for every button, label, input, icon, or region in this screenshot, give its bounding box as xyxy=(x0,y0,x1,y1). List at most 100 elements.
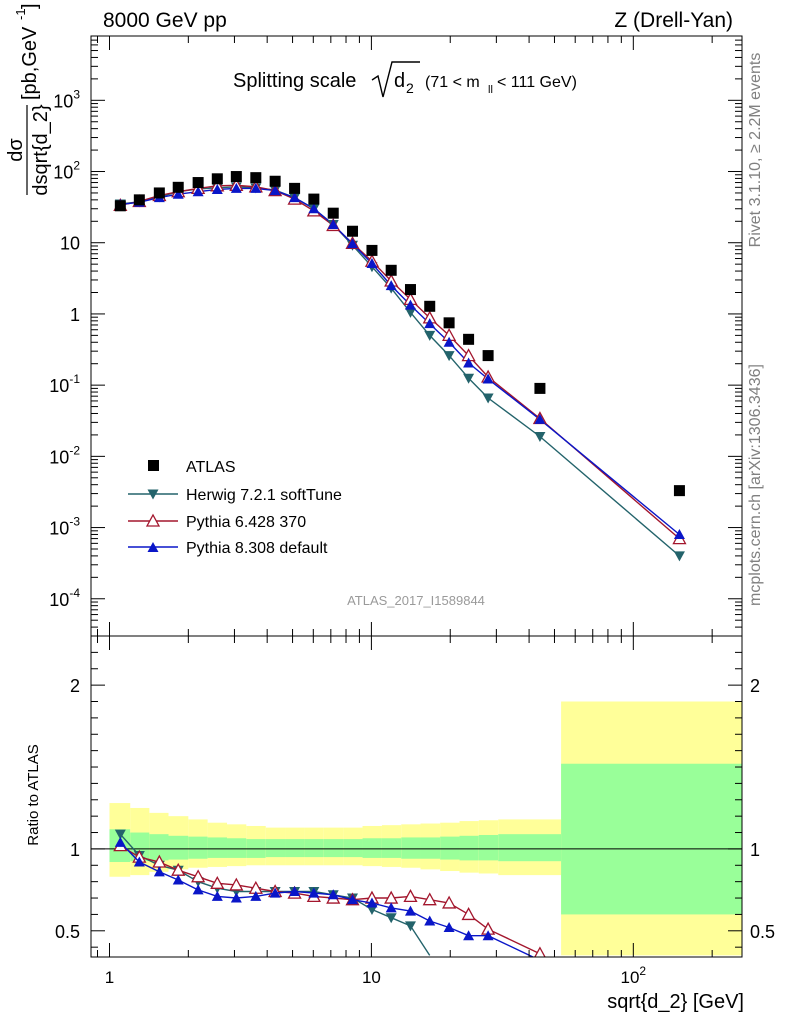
point-atlas xyxy=(230,171,242,183)
main-title-d: d xyxy=(394,70,405,92)
point-pythia-8-308-default xyxy=(347,238,359,249)
ratio-y-tick-label-right: 0.5 xyxy=(750,922,775,942)
point-pythia-8-308-default xyxy=(404,299,416,310)
legend-pythia8-marker xyxy=(147,542,159,552)
ylabel-unit-end: ] xyxy=(19,3,41,9)
ratio-point-pythia-8-308-default xyxy=(114,836,126,847)
point-atlas xyxy=(153,187,165,199)
point-atlas xyxy=(347,225,359,237)
sqrt-symbol-icon xyxy=(371,61,420,98)
point-atlas xyxy=(385,264,397,276)
stat-uncertainty-band xyxy=(478,834,499,861)
point-pythia-8-308-default xyxy=(192,186,204,197)
ylabel-numerator: dσ xyxy=(5,138,27,162)
ratio-point-herwig-7-2-1-softtune xyxy=(366,905,378,916)
ratio-point-herwig-7-2-1-softtune xyxy=(114,829,126,840)
stat-uncertainty-band xyxy=(440,836,460,860)
y-tick-label: 103 xyxy=(53,87,80,111)
ratio-panel-series xyxy=(113,829,546,957)
x-tick-label: 10 xyxy=(362,968,381,987)
point-herwig-7-2-1-softtune xyxy=(673,551,685,562)
point-pythia-8-308-default xyxy=(250,182,262,193)
stat-uncertainty-band xyxy=(323,839,344,858)
ratio-point-pythia-6-428-370 xyxy=(191,869,206,883)
stat-uncertainty-band xyxy=(168,835,189,860)
point-atlas xyxy=(269,175,281,187)
analysis-id-label: ATLAS_2017_I1589844 xyxy=(347,593,485,608)
ratio-point-pythia-8-308-default xyxy=(482,930,494,941)
legend-pythia6-marker xyxy=(145,513,161,527)
rivet-version-label: Rivet 3.1.10, ≥ 2.2M events xyxy=(747,53,764,248)
ratio-point-pythia-8-308-default xyxy=(230,892,242,903)
legend: ATLAS Herwig 7.2.1 softTune Pythia 6.428… xyxy=(128,459,342,557)
ylabel-unit-sup: -1 xyxy=(13,8,28,20)
main-title-range-sub: ll xyxy=(488,84,493,96)
main-title-range: (71 < m xyxy=(425,74,480,91)
point-pythia-8-308-default xyxy=(308,203,320,214)
x-axis-label: sqrt{d_2} [GeV] xyxy=(607,991,744,1013)
ratio-panel-bands xyxy=(91,701,742,956)
ratio-point-pythia-8-308-default xyxy=(463,930,475,941)
main-panel-series xyxy=(113,171,687,562)
ratio-point-pythia-6-428-370 xyxy=(461,907,476,921)
ratio-y-axis-label: Ratio to ATLAS xyxy=(25,744,42,845)
ylabel-denominator: dsqrt{d_2} xyxy=(30,104,52,196)
x-tick-label: 1 xyxy=(105,968,114,987)
series-line-pythia-6-428-370 xyxy=(120,184,680,540)
legend-atlas-marker xyxy=(148,460,159,471)
ratio-point-pythia-8-308-default xyxy=(366,897,378,908)
point-atlas xyxy=(463,333,475,345)
point-pythia-8-308-default xyxy=(211,183,223,194)
ratio-point-pythia-8-308-default xyxy=(443,922,455,933)
legend-pythia8-label: Pythia 8.308 default xyxy=(186,540,328,557)
point-atlas xyxy=(673,485,685,497)
point-atlas xyxy=(308,193,320,205)
stat-uncertainty-band xyxy=(285,839,305,858)
mcplots-label: mcplots.cern.ch [arXiv:1306.3436] xyxy=(747,364,764,606)
legend-pythia6-label: Pythia 6.428 370 xyxy=(186,514,306,531)
stat-uncertainty-band xyxy=(420,837,441,859)
ratio-point-pythia-8-308-default xyxy=(347,894,359,905)
stat-uncertainty-band xyxy=(188,836,208,859)
y-tick-label: 102 xyxy=(53,159,80,183)
y-tick-label: 1 xyxy=(70,305,80,325)
point-atlas xyxy=(366,244,378,256)
point-atlas xyxy=(250,172,262,184)
point-atlas xyxy=(133,194,145,206)
ratio-point-pythia-8-308-default xyxy=(289,885,301,896)
stat-uncertainty-band xyxy=(149,834,169,861)
ratio-point-pythia-6-428-370 xyxy=(534,946,546,957)
stat-uncertainty-band xyxy=(381,838,402,858)
main-y-axis-label: dσ dsqrt{d_2} [pb,GeV -1 ] xyxy=(5,3,52,195)
stat-uncertainty-band xyxy=(343,839,363,858)
ratio-point-pythia-8-308-default xyxy=(133,856,145,867)
point-pythia-8-308-default xyxy=(230,182,242,193)
point-herwig-7-2-1-softtune xyxy=(534,432,546,443)
point-atlas xyxy=(482,350,494,362)
series-line-pythia-8-308-default xyxy=(120,187,680,536)
ratio-y-tick-label-left: 1 xyxy=(70,840,80,860)
ratio-point-pythia-6-428-370 xyxy=(229,877,244,891)
stat-uncertainty-band xyxy=(265,839,286,858)
point-pythia-8-308-default xyxy=(534,413,546,424)
ratio-y-tick-label-right: 2 xyxy=(750,676,760,696)
point-pythia-8-308-default xyxy=(443,336,455,347)
stat-uncertainty-band xyxy=(498,834,562,862)
ratio-series-group xyxy=(113,829,546,957)
ylabel-unit: [pb,GeV xyxy=(19,26,41,100)
point-pythia-8-308-default xyxy=(269,185,281,196)
ratio-point-pythia-8-308-default xyxy=(211,890,223,901)
ratio-point-pythia-6-428-370 xyxy=(403,889,418,903)
ratio-point-pythia-6-428-370 xyxy=(422,892,437,906)
point-herwig-7-2-1-softtune xyxy=(424,330,436,341)
point-herwig-7-2-1-softtune xyxy=(463,373,475,384)
ratio-point-pythia-6-428-370 xyxy=(442,895,457,909)
ratio-point-pythia-8-308-default xyxy=(269,887,281,898)
ratio-y-tick-label-left: 2 xyxy=(70,676,80,696)
stat-uncertainty-band xyxy=(459,835,479,861)
ratio-point-pythia-8-308-default xyxy=(327,889,339,900)
stat-uncertainty-band xyxy=(304,839,324,858)
header-right: Z (Drell-Yan) xyxy=(614,9,733,32)
point-atlas xyxy=(424,300,436,312)
